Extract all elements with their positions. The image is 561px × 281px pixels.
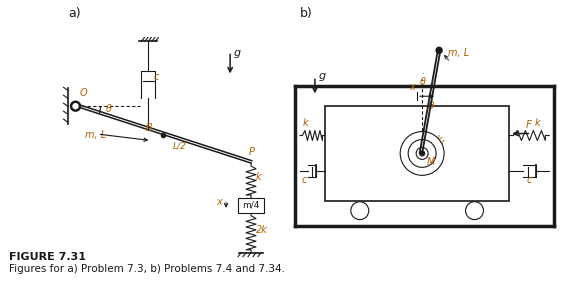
Bar [325,106,509,201]
Text: Figures for a) Problem 7.3, b) Problems 7.4 and 7.34.: Figures for a) Problem 7.3, b) Problems … [8,264,284,274]
Text: F: F [526,119,531,130]
Text: 2k: 2k [256,225,268,235]
Circle shape [436,47,442,53]
Text: x: x [409,82,415,92]
Text: k: k [256,173,261,182]
Circle shape [71,101,80,111]
Text: b): b) [300,7,312,20]
Text: $k_r$: $k_r$ [436,133,447,147]
Text: c: c [153,72,159,82]
Text: a): a) [68,7,81,20]
Text: c: c [302,175,307,185]
Text: m/4: m/4 [242,201,260,210]
Text: $\theta$: $\theta$ [105,102,113,114]
Text: O: O [80,88,87,98]
Circle shape [408,139,436,167]
Circle shape [73,104,78,109]
Circle shape [351,202,369,220]
Text: P: P [249,147,255,157]
Text: c: c [526,175,532,185]
Circle shape [420,151,425,156]
Text: g: g [234,48,241,58]
Text: x: x [216,197,222,207]
Circle shape [416,148,428,159]
Text: m, L: m, L [85,130,107,140]
Text: L/2: L/2 [173,142,187,151]
Circle shape [466,202,484,220]
Text: k: k [535,117,540,128]
Text: $\theta$: $\theta$ [427,99,435,111]
Text: g: g [319,71,326,81]
Text: M: M [427,157,435,167]
Bar [238,198,264,213]
Text: FIGURE 7.31: FIGURE 7.31 [8,252,86,262]
Text: $\dot{\theta}$: $\dot{\theta}$ [419,73,427,88]
Text: k: k [303,117,309,128]
Text: m, L: m, L [448,47,470,58]
Text: B: B [145,123,152,133]
Circle shape [400,132,444,175]
